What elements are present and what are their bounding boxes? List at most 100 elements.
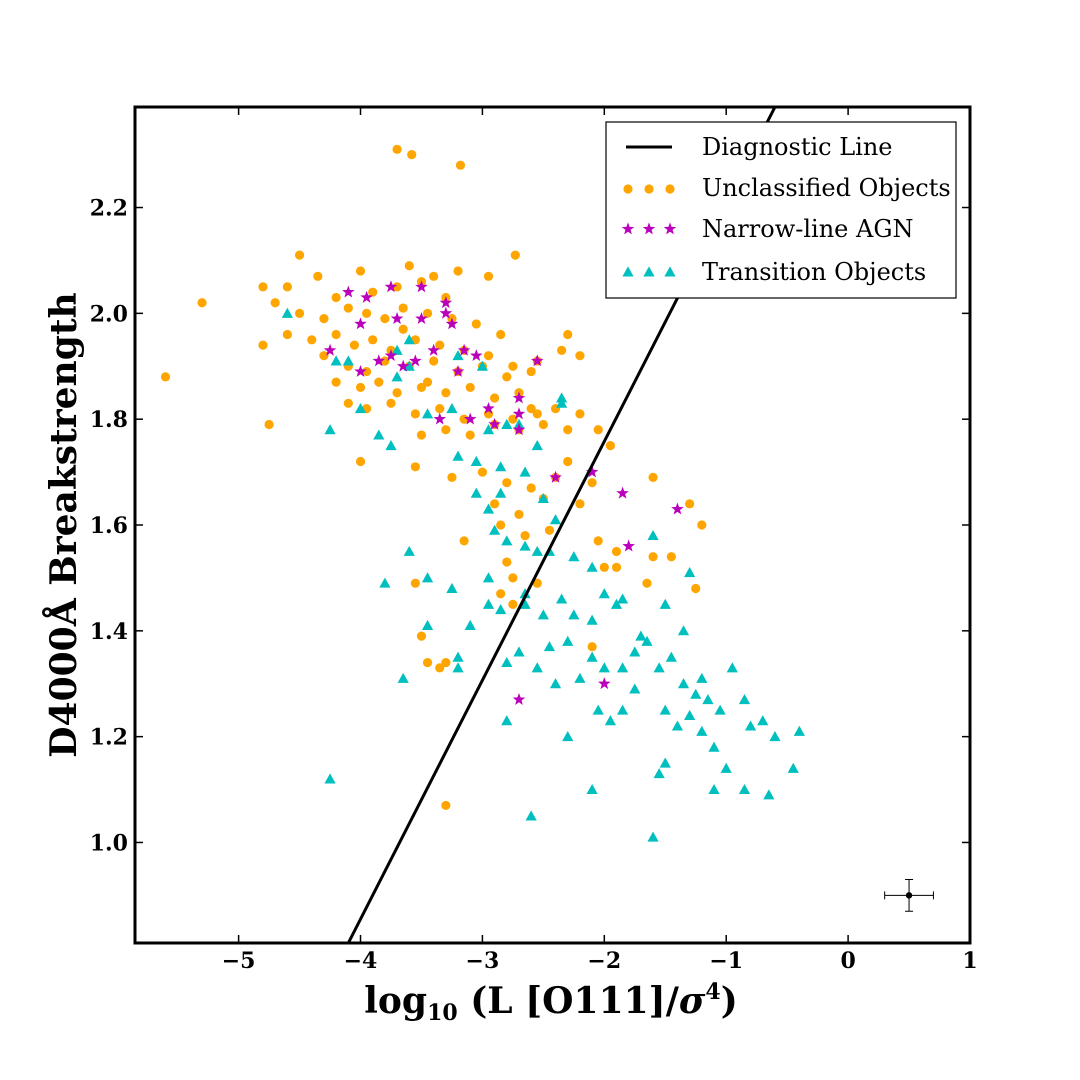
unclassified-objects-point bbox=[477, 467, 488, 477]
transition-objects-point bbox=[616, 704, 629, 715]
unclassified-objects-point bbox=[368, 287, 378, 297]
transition-objects-point bbox=[324, 424, 336, 435]
unclassified-objects-point bbox=[483, 351, 494, 361]
transition-objects-point bbox=[690, 688, 702, 699]
transition-objects-point bbox=[549, 678, 562, 689]
legend-label-narrow-line-agn: Narrow-line AGN bbox=[702, 215, 914, 243]
x-tick-label: −1 bbox=[709, 948, 743, 974]
x-axis-title-prefix: log bbox=[364, 980, 427, 1022]
transition-objects-point bbox=[562, 731, 574, 742]
transition-objects-point bbox=[519, 588, 531, 599]
series-narrow-line-agn bbox=[323, 280, 684, 705]
unclassified-objects-point bbox=[282, 282, 292, 292]
unclassified-objects-point bbox=[538, 419, 548, 430]
unclassified-objects-point bbox=[685, 499, 695, 509]
transition-objects-point bbox=[677, 625, 690, 636]
transition-objects-point bbox=[659, 598, 671, 609]
unclassified-objects-point bbox=[441, 425, 451, 435]
legend-marker-unclassified-objects bbox=[623, 184, 633, 194]
transition-objects-point bbox=[446, 582, 458, 593]
transition-objects-point bbox=[671, 720, 684, 731]
narrow-line-agn-point bbox=[396, 359, 410, 372]
transition-objects-point bbox=[385, 440, 397, 451]
narrow-line-agn-point bbox=[488, 417, 501, 430]
unclassified-objects-point bbox=[483, 271, 494, 281]
narrow-line-agn-point bbox=[470, 349, 483, 362]
unclassified-objects-point bbox=[319, 351, 329, 361]
transition-objects-point bbox=[714, 704, 726, 715]
transition-objects-point bbox=[586, 783, 598, 795]
legend-label-transition-objects: Transition Objects bbox=[702, 258, 926, 286]
transition-objects-point bbox=[653, 662, 665, 673]
unclassified-objects-point bbox=[496, 520, 506, 530]
unclassified-objects-point bbox=[429, 356, 439, 366]
transition-objects-point bbox=[330, 355, 342, 366]
transition-objects-point bbox=[391, 344, 403, 355]
unclassified-objects-point bbox=[502, 478, 512, 488]
unclassified-objects-point bbox=[459, 536, 469, 546]
unclassified-objects-point bbox=[532, 409, 542, 419]
unclassified-objects-point bbox=[648, 552, 658, 562]
transition-objects-point bbox=[464, 619, 476, 631]
unclassified-objects-point bbox=[563, 329, 573, 340]
transition-objects-point bbox=[403, 545, 415, 556]
x-axis-ticks: −5 −4 −3 −2 −1 0 1 bbox=[222, 107, 978, 974]
unclassified-objects-point bbox=[160, 372, 171, 382]
unclassified-objects-point bbox=[563, 456, 573, 467]
unclassified-objects-point bbox=[532, 578, 542, 588]
transition-objects-point bbox=[562, 635, 574, 646]
unclassified-objects-point bbox=[471, 319, 481, 329]
plot-area bbox=[160, 107, 934, 943]
transition-objects-point bbox=[556, 397, 568, 408]
unclassified-objects-point bbox=[331, 377, 341, 387]
transition-objects-point bbox=[391, 371, 403, 382]
transition-objects-point bbox=[501, 715, 513, 726]
unclassified-objects-point bbox=[502, 557, 512, 567]
unclassified-objects-point bbox=[587, 642, 597, 652]
unclassified-objects-point bbox=[435, 340, 445, 350]
unclassified-objects-point bbox=[691, 583, 701, 594]
unclassified-objects-point bbox=[508, 573, 518, 583]
transition-objects-point bbox=[574, 672, 586, 683]
legend-markers bbox=[621, 145, 677, 277]
narrow-line-agn-point bbox=[463, 412, 477, 425]
legend-label-unclassified-objects: Unclassified Objects bbox=[702, 174, 951, 202]
unclassified-objects-point bbox=[605, 441, 616, 451]
transition-objects-point bbox=[373, 429, 385, 440]
narrow-line-agn-point bbox=[354, 364, 367, 377]
transition-objects-point bbox=[421, 619, 434, 631]
transition-objects-point bbox=[629, 683, 641, 694]
legend-marker-unclassified-objects bbox=[644, 184, 654, 194]
unclassified-objects-point bbox=[465, 430, 475, 440]
unclassified-objects-point bbox=[258, 282, 268, 292]
narrow-line-agn-point bbox=[372, 354, 386, 367]
y-axis-title: D4000Å Breakstrength bbox=[43, 292, 85, 757]
unclassified-objects-point bbox=[526, 483, 536, 493]
transition-objects-point bbox=[537, 609, 549, 620]
unclassified-objects-point bbox=[416, 382, 427, 393]
error-bar-point bbox=[905, 892, 913, 899]
transition-objects-point bbox=[616, 593, 629, 604]
x-axis-title-sub: 10 bbox=[427, 1000, 458, 1026]
transition-objects-point bbox=[702, 694, 714, 705]
transition-objects-point bbox=[708, 783, 720, 795]
transition-objects-point bbox=[659, 757, 671, 768]
transition-objects-point bbox=[452, 450, 464, 461]
unclassified-objects-point bbox=[270, 298, 280, 308]
transition-objects-point bbox=[476, 360, 489, 371]
unclassified-objects-point bbox=[343, 303, 353, 313]
x-tick-label: −3 bbox=[466, 948, 500, 974]
narrow-line-agn-point bbox=[512, 391, 526, 404]
narrow-line-agn-point bbox=[415, 280, 428, 293]
unclassified-objects-point bbox=[441, 800, 451, 811]
transition-objects-point bbox=[403, 334, 415, 345]
unclassified-objects-point bbox=[429, 271, 439, 281]
unclassified-objects-point bbox=[422, 377, 433, 387]
transition-objects-point bbox=[653, 768, 665, 779]
unclassified-objects-point bbox=[441, 657, 451, 668]
narrow-line-agn-point bbox=[549, 470, 562, 483]
transition-objects-point bbox=[452, 662, 464, 673]
unclassified-objects-point bbox=[520, 530, 530, 541]
unclassified-objects-point bbox=[294, 308, 305, 318]
transition-objects-point bbox=[696, 672, 708, 683]
